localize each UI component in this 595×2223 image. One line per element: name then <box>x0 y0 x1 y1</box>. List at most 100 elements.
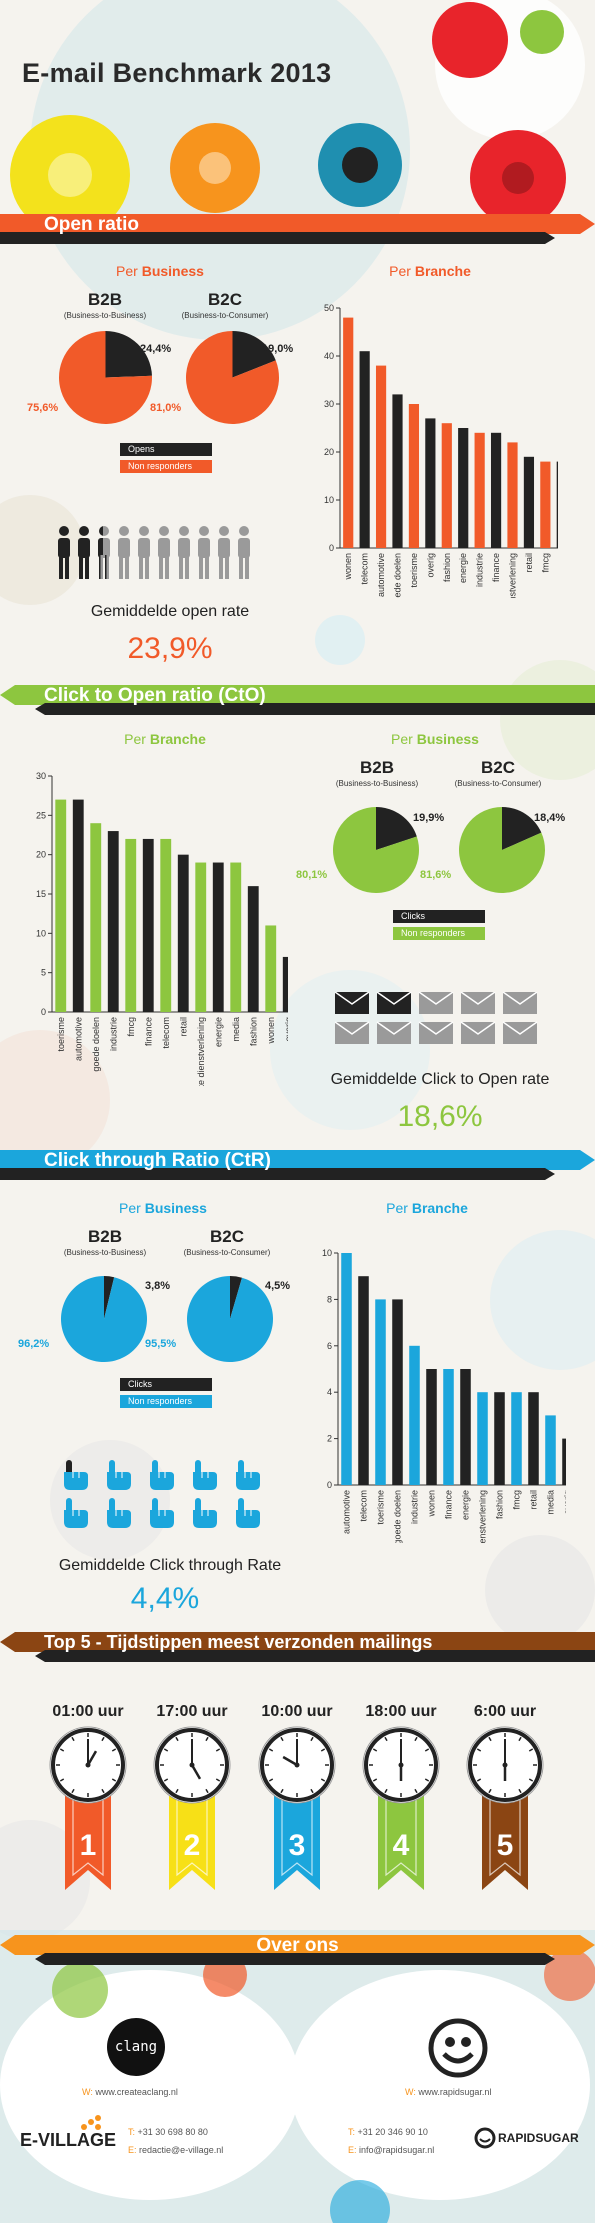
bar-finance <box>443 1369 454 1485</box>
clang-web[interactable]: W: www.createaclang.nl <box>82 2087 178 2097</box>
envelope-icon <box>502 992 538 1014</box>
bar-goede-doelen <box>392 394 403 548</box>
ctr-b2b-pie <box>60 1276 148 1362</box>
bar-automotive <box>375 365 387 548</box>
about-banner-label: Over ons <box>256 1935 339 1956</box>
x-tick-label: finance <box>444 1490 454 1519</box>
cto-b2c-pct-clicks: 18,4% <box>534 812 566 824</box>
x-tick-label: wonen <box>343 553 353 581</box>
x-tick-label: zakelijke dienstverlening <box>508 553 518 598</box>
bar-zakelijke-dienstverlening <box>195 862 207 1012</box>
ctr-avg-value: 4,4% <box>130 1582 200 1615</box>
envelope-icon <box>335 1021 370 1044</box>
top5-clocks: 01:00 uur 1 17:00 uur 2 10:00 uur 3 18:00 uur 4… <box>0 1700 595 1900</box>
x-tick-label: telecom <box>360 553 370 585</box>
person-icon <box>198 526 210 579</box>
bar-toerisme <box>375 1299 386 1485</box>
x-tick-label: retail <box>529 1490 539 1510</box>
open-avg-label: Gemiddelde open rate <box>90 603 250 620</box>
ctr-b2c-title: B2C <box>209 1227 244 1246</box>
bar-fmcg <box>125 838 137 1012</box>
clock-ribbon-4: 4 <box>362 1726 440 1890</box>
rank-number: 1 <box>80 1829 97 1862</box>
open-b2c-pct-non: 81,0% <box>150 402 182 414</box>
x-tick-label: energie <box>213 1017 223 1047</box>
bar-fashion <box>441 423 452 548</box>
evillage-email[interactable]: E: redactie@e-village.nl <box>128 2145 224 2155</box>
cto-b2b-pie <box>333 807 419 893</box>
cto-per-business: Per Business <box>391 731 479 747</box>
rapidsugar-email[interactable]: E: info@rapidsugar.nl <box>348 2145 435 2155</box>
ctr-b2b-title: B2B <box>87 1227 122 1246</box>
cto-avg-value: 18,6% <box>397 1100 483 1133</box>
open-b2b-pct-non: 75,6% <box>27 402 59 414</box>
bar-fashion <box>247 886 259 1012</box>
person-icon <box>238 526 250 579</box>
hand-pointer-icon <box>107 1498 131 1528</box>
x-tick-label: media <box>231 1017 241 1042</box>
y-tick-label: 10 <box>324 495 334 505</box>
x-tick-label: industrie <box>475 553 485 587</box>
ctr-branche-chart: 0 2 4 6 8 10 automotive telecom toerisme goede do… <box>322 1248 566 1543</box>
y-tick-label: 0 <box>41 1007 46 1017</box>
y-tick-label: 15 <box>36 889 46 899</box>
y-tick-label: 40 <box>324 351 334 361</box>
ctr-per-business: Per Business <box>119 1200 207 1216</box>
pie-slice-clicks <box>104 1276 115 1319</box>
page-title: E-mail Benchmark 2013 <box>22 58 332 88</box>
x-tick-label: fashion <box>495 1490 505 1519</box>
rapidsugar-logo-text: RAPIDSUGAR <box>498 2131 579 2145</box>
x-tick-label: retail <box>524 553 534 573</box>
person-icon <box>158 526 170 579</box>
envelope-icon <box>418 1021 454 1044</box>
open-ratio-banner-label: Open ratio <box>44 214 140 235</box>
rapidsugar-web[interactable]: W: www.rapidsugar.nl <box>405 2087 492 2097</box>
y-tick-label: 25 <box>36 810 46 820</box>
bar-automotive <box>72 799 84 1012</box>
hand-pointer-icon <box>64 1498 88 1528</box>
clock-ribbon-3: 3 <box>258 1726 336 1890</box>
y-tick-label: 30 <box>36 771 46 781</box>
envelope-icon <box>418 992 454 1014</box>
envelope-icon <box>502 1021 538 1044</box>
open-branche-chart: 0 10 20 30 40 50 wonen telecom automotive goede d… <box>324 303 558 598</box>
y-tick-label: 8 <box>327 1294 332 1304</box>
bar-automotive <box>341 1253 352 1485</box>
pie-slice-clicks <box>502 807 542 850</box>
y-tick-label: 20 <box>36 850 46 860</box>
bar-retail <box>523 456 535 548</box>
person-icon <box>58 526 70 579</box>
envelope-icon <box>376 992 412 1014</box>
pie-slice-non-responders <box>459 807 545 893</box>
x-tick-label: industrie <box>410 1490 420 1524</box>
hand-pointer-icon <box>107 1460 131 1490</box>
hand-pointer-icon <box>236 1498 260 1528</box>
hand-pointer-icon <box>193 1498 217 1528</box>
y-tick-label: 30 <box>324 399 334 409</box>
bar-industrie <box>107 831 119 1012</box>
ctr-banner-label: Click through Ratio (CtR) <box>44 1150 271 1171</box>
ctr-b2c-pie <box>187 1276 273 1362</box>
top5-time-2: 17:00 uur <box>156 1703 228 1720</box>
top5-time-3: 10:00 uur <box>261 1703 333 1720</box>
x-tick-label: energie <box>461 1490 471 1520</box>
x-tick-label: finance <box>143 1017 153 1046</box>
ctr-b2b-pct-non: 96,2% <box>18 1338 50 1350</box>
hand-pointer-icon <box>64 1460 88 1490</box>
x-tick-label: media <box>546 1490 556 1515</box>
hand-pointer-icon <box>150 1460 174 1490</box>
pie-slice-non-responders <box>186 331 279 424</box>
pie-slice-clicks <box>230 1276 242 1319</box>
cto-b2c-pie <box>459 807 545 893</box>
cto-b2b-pct-non: 80,1% <box>296 869 328 881</box>
person-icon <box>98 526 110 579</box>
ribbon <box>65 1780 111 1890</box>
x-tick-label: zakelijke dienstverlening <box>478 1490 488 1543</box>
bar-goede-doelen <box>392 1299 403 1485</box>
ctr-banner <box>0 1150 595 1180</box>
bar-finance <box>142 838 154 1012</box>
x-tick-label: overig <box>283 1017 288 1042</box>
bar-wonen <box>265 925 277 1012</box>
x-tick-label: automotive <box>376 553 386 597</box>
top5-time-5: 6:00 uur <box>473 1703 537 1720</box>
